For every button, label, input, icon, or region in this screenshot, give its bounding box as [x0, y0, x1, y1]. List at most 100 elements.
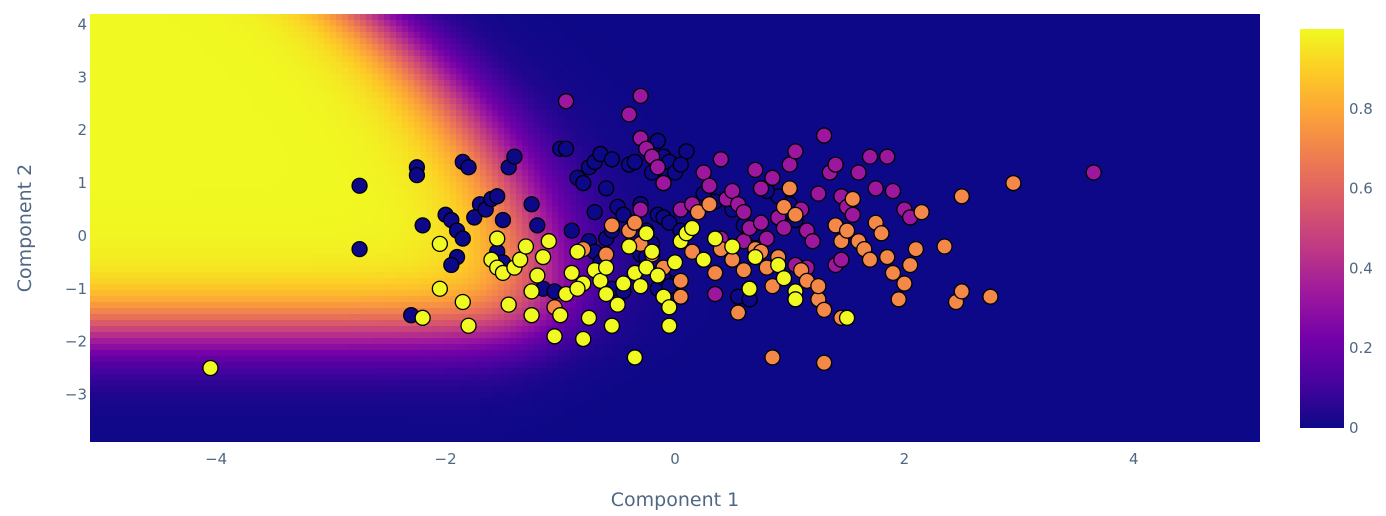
heatmap-cell — [168, 122, 175, 129]
heatmap-cell — [1230, 128, 1237, 135]
heatmap-cell — [312, 134, 319, 141]
heatmap-cell — [648, 110, 655, 117]
heatmap-cell — [300, 56, 307, 63]
heatmap-cell — [906, 50, 913, 57]
heatmap-cell — [960, 92, 967, 99]
heatmap-cell — [426, 68, 433, 75]
heatmap-cell — [114, 104, 121, 111]
heatmap-cell — [546, 26, 553, 33]
heatmap-cell — [408, 140, 415, 147]
heatmap-cell — [900, 98, 907, 105]
heatmap-cell — [870, 74, 877, 81]
heatmap-cell — [480, 98, 487, 105]
heatmap-cell — [1254, 134, 1260, 141]
heatmap-cell — [120, 80, 127, 87]
heatmap-cell — [900, 80, 907, 87]
heatmap-cell — [552, 50, 559, 57]
heatmap-cell — [1068, 62, 1075, 69]
heatmap-cell — [666, 56, 673, 63]
heatmap-cell — [342, 86, 349, 93]
heatmap-cell — [708, 80, 715, 87]
heatmap-cell — [744, 158, 751, 165]
heatmap-cell — [306, 38, 313, 45]
heatmap-cell — [468, 20, 475, 27]
heatmap-cell — [456, 128, 463, 135]
heatmap-cell — [522, 158, 529, 165]
heatmap-cell — [918, 128, 925, 135]
heatmap-cell — [810, 26, 817, 33]
heatmap-cell — [882, 104, 889, 111]
heatmap-cell — [972, 26, 979, 33]
heatmap-cell — [702, 140, 709, 147]
heatmap-cell — [576, 146, 583, 153]
heatmap-cell — [294, 158, 301, 165]
heatmap-cell — [90, 122, 97, 129]
heatmap-cell — [504, 74, 511, 81]
heatmap-cell — [102, 158, 109, 165]
heatmap-cell — [816, 86, 823, 93]
heatmap-cell — [1026, 86, 1033, 93]
heatmap-cell — [102, 92, 109, 99]
heatmap-cell — [1128, 38, 1135, 45]
heatmap-cell — [324, 80, 331, 87]
heatmap-cell — [372, 122, 379, 129]
heatmap-cell — [354, 98, 361, 105]
heatmap-cell — [816, 92, 823, 99]
heatmap-cell — [444, 38, 451, 45]
heatmap-cell — [408, 86, 415, 93]
heatmap-cell — [630, 140, 637, 147]
heatmap-cell — [924, 92, 931, 99]
heatmap-cell — [558, 32, 565, 39]
heatmap-cell — [786, 26, 793, 33]
heatmap-cell — [270, 80, 277, 87]
heatmap-cell — [1248, 92, 1255, 99]
heatmap-cell — [732, 20, 739, 27]
heatmap-cell — [864, 62, 871, 69]
heatmap-cell — [954, 104, 961, 111]
heatmap-cell — [96, 56, 103, 63]
heatmap-cell — [546, 152, 553, 159]
heatmap-cell — [450, 98, 457, 105]
heatmap-cell — [774, 14, 781, 21]
heatmap-cell — [1122, 68, 1129, 75]
heatmap-cell — [834, 134, 841, 141]
heatmap-cell — [888, 62, 895, 69]
heatmap-cell — [1188, 140, 1195, 147]
heatmap-cell — [1122, 74, 1129, 81]
heatmap-cell — [198, 20, 205, 27]
heatmap-cell — [522, 116, 529, 123]
heatmap-cell — [180, 68, 187, 75]
heatmap-cell — [246, 32, 253, 39]
heatmap-cell — [864, 74, 871, 81]
heatmap-cell — [336, 110, 343, 117]
heatmap-cell — [1116, 128, 1123, 135]
heatmap-cell — [852, 134, 859, 141]
heatmap-cell — [660, 56, 667, 63]
heatmap-cell — [630, 62, 637, 69]
heatmap-cell — [702, 56, 709, 63]
heatmap-cell — [1218, 56, 1225, 63]
heatmap-cell — [1248, 98, 1255, 105]
heatmap-cell — [1140, 158, 1147, 165]
heatmap-cell — [708, 68, 715, 75]
heatmap-cell — [420, 20, 427, 27]
heatmap-cell — [1254, 146, 1260, 153]
heatmap-cell — [1158, 56, 1165, 63]
heatmap-cell — [954, 134, 961, 141]
heatmap-cell — [564, 68, 571, 75]
heatmap-cell — [168, 74, 175, 81]
heatmap-cell — [816, 50, 823, 57]
heatmap-cell — [888, 74, 895, 81]
heatmap-cell — [1026, 98, 1033, 105]
heatmap-cell — [576, 68, 583, 75]
heatmap-cell — [234, 50, 241, 57]
heatmap-cell — [210, 116, 217, 123]
heatmap-cell — [798, 158, 805, 165]
heatmap-cell — [384, 164, 391, 171]
heatmap-cell — [504, 104, 511, 111]
heatmap-cell — [984, 68, 991, 75]
heatmap-cell — [804, 68, 811, 75]
heatmap-cell — [840, 116, 847, 123]
heatmap-cell — [486, 68, 493, 75]
heatmap-cell — [1164, 122, 1171, 129]
